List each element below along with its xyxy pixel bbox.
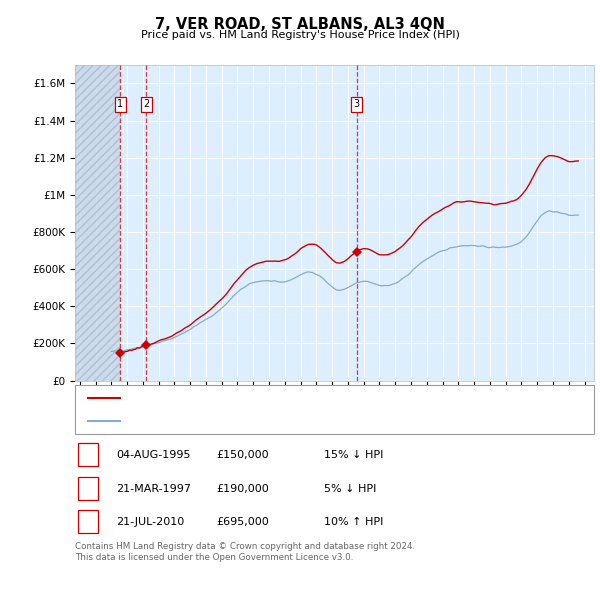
Text: This data is licensed under the Open Government Licence v3.0.: This data is licensed under the Open Gov…: [75, 553, 353, 562]
Text: 5% ↓ HPI: 5% ↓ HPI: [324, 484, 376, 494]
Text: £190,000: £190,000: [216, 484, 269, 494]
Text: 2: 2: [85, 484, 91, 494]
Text: 2: 2: [143, 99, 149, 109]
Text: HPI: Average price, detached house, St Albans: HPI: Average price, detached house, St A…: [126, 415, 368, 425]
Bar: [72, 65, 121, 381]
Text: 15% ↓ HPI: 15% ↓ HPI: [324, 450, 383, 460]
Text: 1: 1: [118, 99, 124, 109]
Text: 3: 3: [85, 517, 91, 527]
Text: 21-MAR-1997: 21-MAR-1997: [116, 484, 191, 494]
Text: 10% ↑ HPI: 10% ↑ HPI: [324, 517, 383, 527]
Text: 3: 3: [353, 99, 359, 109]
Text: 7, VER ROAD, ST ALBANS, AL3 4QN: 7, VER ROAD, ST ALBANS, AL3 4QN: [155, 17, 445, 31]
Text: Price paid vs. HM Land Registry's House Price Index (HPI): Price paid vs. HM Land Registry's House …: [140, 30, 460, 40]
Text: 21-JUL-2010: 21-JUL-2010: [116, 517, 184, 527]
Text: 7, VER ROAD, ST ALBANS, AL3 4QN (detached house): 7, VER ROAD, ST ALBANS, AL3 4QN (detache…: [126, 394, 405, 404]
Text: 1: 1: [85, 450, 91, 460]
Text: 04-AUG-1995: 04-AUG-1995: [116, 450, 190, 460]
Text: £150,000: £150,000: [216, 450, 269, 460]
Text: Contains HM Land Registry data © Crown copyright and database right 2024.: Contains HM Land Registry data © Crown c…: [75, 542, 415, 550]
Text: £695,000: £695,000: [216, 517, 269, 527]
